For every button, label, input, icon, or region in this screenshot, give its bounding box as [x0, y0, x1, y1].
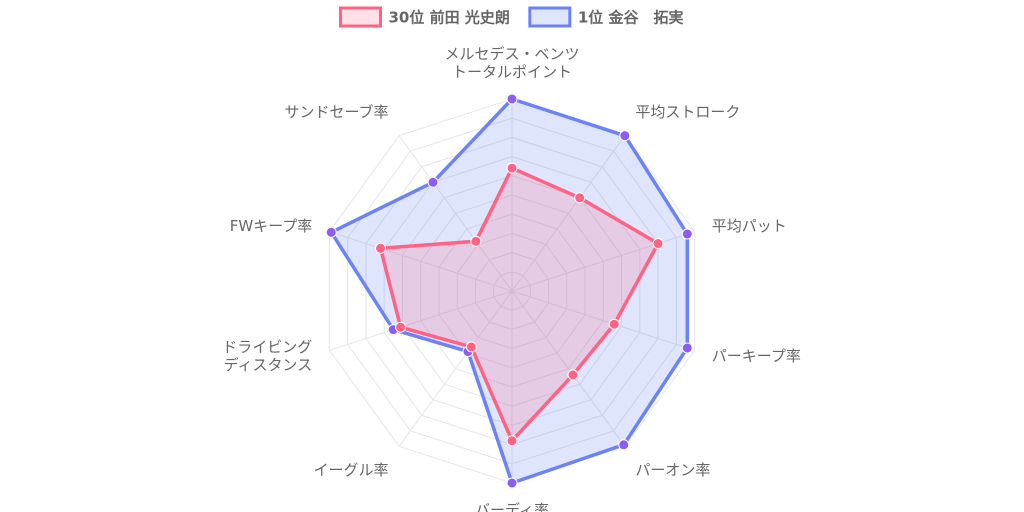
axis-label: トータルポイント: [452, 63, 572, 81]
data-point[interactable]: [618, 439, 630, 451]
data-point[interactable]: [506, 477, 518, 489]
data-point[interactable]: [652, 238, 664, 250]
data-point[interactable]: [681, 342, 693, 354]
legend-swatch: [339, 6, 382, 28]
data-point[interactable]: [506, 435, 518, 447]
data-point[interactable]: [465, 341, 477, 353]
grid-spoke: [511, 231, 695, 292]
data-point[interactable]: [325, 226, 337, 238]
legend-swatch: [528, 6, 572, 28]
axis-label: ディスタンス: [224, 356, 313, 374]
legend-label: 1位 金谷 拓実: [578, 9, 684, 27]
data-point[interactable]: [681, 228, 693, 240]
grid-spoke: [398, 135, 513, 292]
legend-label: 30位 前田 光史朗: [389, 9, 510, 27]
legend[interactable]: 30位 前田 光史朗 1位 金谷 拓実: [339, 6, 684, 28]
axis-label: イーグル率: [314, 461, 389, 479]
axis-label: 平均パット: [712, 217, 787, 235]
data-point[interactable]: [619, 130, 631, 142]
data-point[interactable]: [470, 235, 482, 247]
data-point[interactable]: [567, 369, 579, 381]
radar-series: [325, 93, 693, 489]
data-point[interactable]: [375, 242, 387, 254]
grid-spoke: [329, 231, 513, 292]
axis-label: パーオン率: [635, 461, 710, 479]
axis-label: パーキープ率: [712, 347, 801, 365]
axis-label: バーディ率: [475, 501, 549, 512]
axis-label: サンドセーブ率: [284, 103, 388, 121]
axis-label: ドライビング: [222, 338, 312, 356]
grid-spoke: [511, 290, 695, 351]
grid-spoke: [398, 290, 513, 447]
legend-item[interactable]: 1位 金谷 拓実: [528, 6, 684, 28]
axis-label: 平均ストローク: [635, 103, 740, 121]
grid-spoke: [329, 290, 513, 351]
axis-label: メルセデス・ベンツ: [444, 45, 579, 63]
data-point[interactable]: [608, 318, 620, 330]
data-point[interactable]: [427, 176, 439, 188]
data-point[interactable]: [574, 192, 586, 204]
axis-labels: メルセデス・ベンツトータルポイント平均ストローク平均パットパーキープ率パーオン率…: [222, 45, 801, 512]
radar-grid: [328, 98, 696, 484]
grid-spoke: [511, 135, 626, 292]
data-point[interactable]: [506, 162, 518, 174]
legend-item[interactable]: 30位 前田 光史朗: [339, 6, 510, 28]
grid-spoke: [511, 290, 626, 447]
data-point[interactable]: [506, 93, 518, 105]
data-point[interactable]: [395, 321, 407, 333]
axis-label: FWキープ率: [230, 217, 313, 235]
